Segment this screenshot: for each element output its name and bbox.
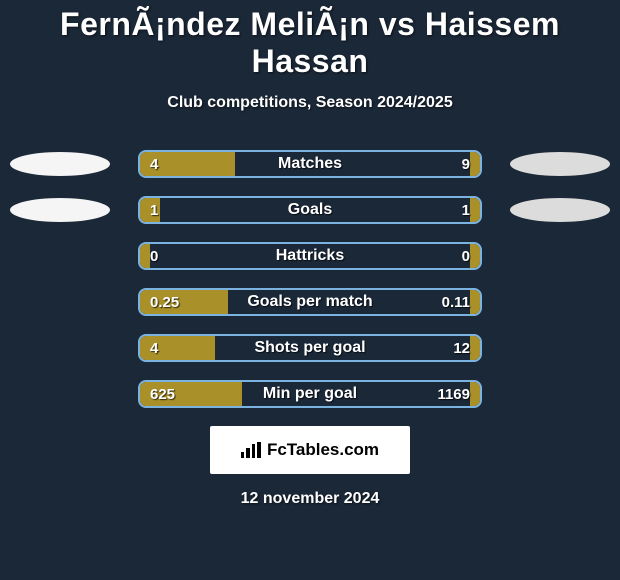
stat-bar-left-fill [140, 336, 215, 360]
stats-chart: 49Matches 11Goals 00Hattricks 0.250.11Goals… [0, 150, 620, 408]
stat-row: 00Hattricks [0, 242, 620, 270]
player-right-marker [510, 152, 610, 176]
stat-bar: 0.250.11Goals per match [138, 288, 482, 316]
player-right-marker [510, 198, 610, 222]
stat-bar-right-fill [470, 198, 480, 222]
player-left-marker [10, 198, 110, 222]
stat-label: Hattricks [140, 244, 480, 268]
stat-bar: 00Hattricks [138, 242, 482, 270]
stat-bar: 6251169Min per goal [138, 380, 482, 408]
stat-bar-left-fill [140, 382, 242, 406]
stat-row: 11Goals [0, 196, 620, 224]
barchart-icon [241, 442, 261, 458]
fctables-logo: FcTables.com [210, 426, 410, 474]
stat-bar-right-fill [470, 382, 480, 406]
stat-bar: 11Goals [138, 196, 482, 224]
stat-row: 49Matches [0, 150, 620, 178]
stat-row: 6251169Min per goal [0, 380, 620, 408]
stat-bar-left-fill [140, 198, 160, 222]
stat-row: 0.250.11Goals per match [0, 288, 620, 316]
stat-bar-right-fill [470, 244, 480, 268]
stat-bar: 49Matches [138, 150, 482, 178]
stat-bar-left-fill [140, 244, 150, 268]
stat-bar-left-fill [140, 290, 228, 314]
stat-bar-right-fill [470, 336, 480, 360]
stat-bar: 412Shots per goal [138, 334, 482, 362]
stat-bar-left-fill [140, 152, 235, 176]
footer-date: 12 november 2024 [0, 490, 620, 508]
stat-row: 412Shots per goal [0, 334, 620, 362]
subtitle: Club competitions, Season 2024/2025 [0, 94, 620, 112]
stat-label: Goals [140, 198, 480, 222]
player-left-marker [10, 152, 110, 176]
stat-bar-right-fill [470, 290, 480, 314]
page-title: FernÃ¡ndez MeliÃ¡n vs Haissem Hassan [0, 0, 620, 80]
stat-bar-right-fill [470, 152, 480, 176]
logo-text: FcTables.com [267, 440, 379, 460]
